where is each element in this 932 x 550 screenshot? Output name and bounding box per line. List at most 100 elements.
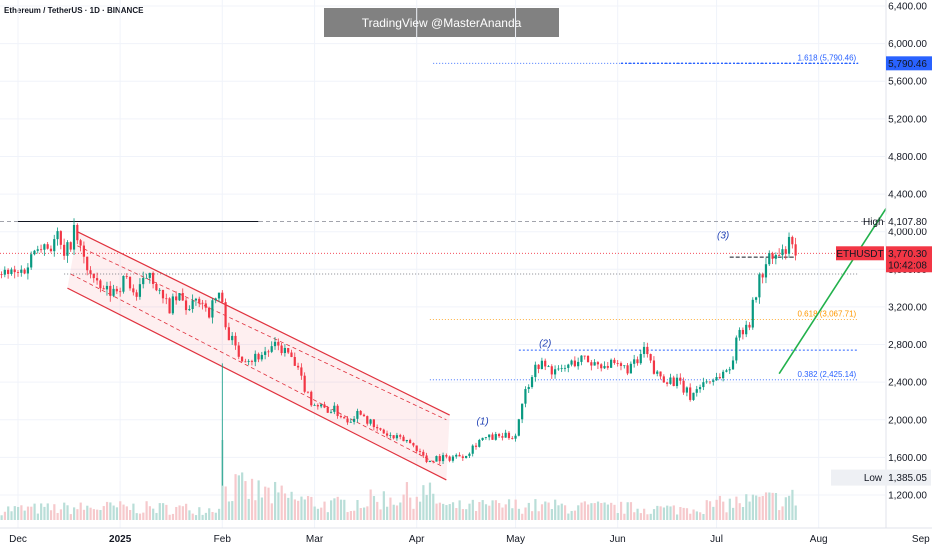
candle bbox=[198, 298, 201, 303]
candle bbox=[715, 377, 718, 381]
volume-bar bbox=[277, 492, 280, 520]
volume-bar bbox=[662, 507, 666, 520]
candle bbox=[402, 436, 405, 442]
candle bbox=[422, 451, 425, 456]
volume-bar bbox=[448, 504, 451, 520]
volume-bar bbox=[418, 501, 422, 520]
candle bbox=[672, 377, 675, 387]
volume-bar bbox=[297, 500, 300, 520]
volume-bar bbox=[567, 513, 570, 520]
volume-bar bbox=[652, 509, 656, 520]
volume-bar bbox=[679, 506, 682, 520]
volume-bar bbox=[310, 496, 313, 520]
price-tick-label: 6,400.00 bbox=[888, 2, 927, 13]
candle bbox=[504, 432, 507, 438]
volume-bar bbox=[343, 499, 346, 520]
candle bbox=[761, 274, 764, 278]
volume-bar bbox=[517, 508, 521, 520]
time-tick-label: Jun bbox=[610, 534, 626, 545]
candle bbox=[787, 236, 791, 254]
candle bbox=[221, 292, 224, 303]
volume-bar bbox=[636, 508, 639, 520]
candle bbox=[283, 347, 286, 354]
volume-bar bbox=[527, 502, 530, 520]
candle bbox=[652, 360, 656, 374]
volume-bar bbox=[435, 503, 438, 520]
volume-bar bbox=[283, 493, 287, 520]
candle bbox=[659, 371, 662, 377]
candle bbox=[165, 298, 168, 300]
candle bbox=[451, 456, 455, 461]
volume-bar bbox=[30, 506, 33, 520]
volume-bar bbox=[188, 510, 191, 520]
volume-bar bbox=[227, 501, 231, 520]
candle bbox=[36, 249, 39, 251]
wave-label: (2) bbox=[539, 338, 551, 349]
candle bbox=[497, 434, 501, 437]
candle bbox=[521, 403, 524, 420]
volume-bar bbox=[619, 501, 623, 520]
volume-bar bbox=[148, 506, 151, 520]
candle bbox=[488, 434, 491, 438]
volume-bar bbox=[491, 500, 494, 520]
volume-bar bbox=[511, 508, 514, 520]
volume-bar bbox=[764, 492, 768, 520]
volume-bar bbox=[359, 508, 362, 520]
volume-bar bbox=[666, 505, 669, 520]
volume-bar bbox=[428, 482, 432, 520]
volume-bar bbox=[682, 507, 685, 520]
time-axis: Dec2025FebMarAprMayJunJulAugSepOct bbox=[0, 527, 932, 550]
candle bbox=[270, 346, 273, 352]
volume-bar bbox=[333, 498, 336, 520]
candle bbox=[418, 451, 422, 452]
candle bbox=[712, 380, 715, 382]
candle bbox=[181, 293, 184, 301]
candle bbox=[656, 371, 659, 374]
volume-bar bbox=[382, 491, 385, 520]
candle bbox=[194, 298, 198, 301]
volume-bar bbox=[185, 503, 188, 520]
volume-bar bbox=[531, 511, 534, 520]
candle bbox=[39, 249, 43, 251]
volume-bar bbox=[300, 496, 303, 520]
candle bbox=[537, 364, 540, 369]
volume-bar bbox=[405, 482, 409, 520]
volume-bar bbox=[270, 503, 273, 520]
candle bbox=[461, 456, 464, 458]
candle bbox=[580, 355, 583, 362]
volume-bar bbox=[313, 506, 316, 520]
candle bbox=[280, 345, 283, 354]
candle bbox=[748, 324, 751, 328]
candle bbox=[208, 307, 211, 318]
candle bbox=[142, 278, 145, 285]
candle bbox=[161, 289, 165, 299]
volume-bar bbox=[386, 506, 389, 520]
volume-bar bbox=[217, 508, 221, 520]
candle bbox=[517, 419, 520, 436]
candle bbox=[553, 369, 557, 375]
symbol-label: ETHUSDT bbox=[836, 249, 883, 260]
candle bbox=[0, 274, 3, 275]
volume-bar bbox=[379, 509, 382, 520]
volume-bar bbox=[557, 505, 560, 520]
candle bbox=[119, 291, 122, 293]
volume-bar bbox=[540, 504, 544, 520]
candle bbox=[287, 347, 290, 353]
candle bbox=[178, 293, 181, 301]
volume-bar bbox=[395, 505, 399, 520]
volume-bar bbox=[264, 486, 267, 520]
volume-bar bbox=[432, 493, 435, 520]
volume-bar bbox=[550, 509, 553, 520]
price-tick-label: 3,200.00 bbox=[888, 302, 927, 313]
volume-bar bbox=[53, 504, 56, 520]
candle bbox=[718, 377, 721, 379]
volume-bar bbox=[465, 509, 468, 520]
channel-mid-line bbox=[77, 245, 447, 421]
candle bbox=[82, 245, 85, 257]
candle bbox=[741, 329, 744, 335]
candle bbox=[326, 407, 329, 413]
candle bbox=[409, 439, 412, 444]
low-box bbox=[831, 469, 931, 486]
volume-bar bbox=[755, 495, 758, 520]
